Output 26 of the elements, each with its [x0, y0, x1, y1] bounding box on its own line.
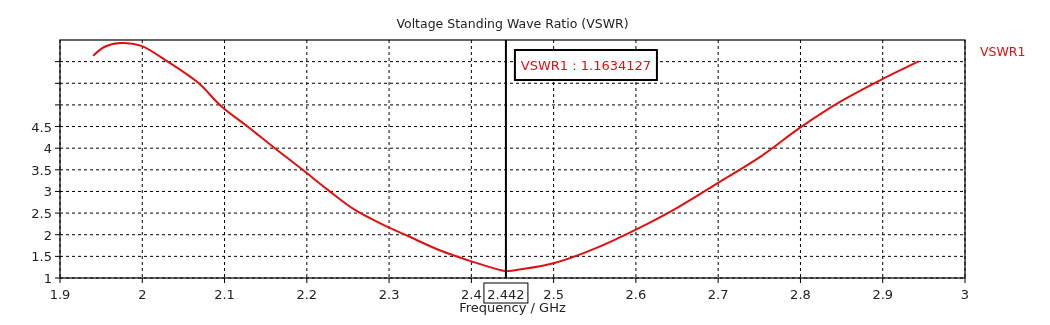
x-tick-label: 2.4 — [461, 287, 482, 302]
x-tick-label: 2 — [138, 287, 147, 302]
y-tick-label: 4.5 — [31, 119, 52, 135]
x-tick-label: 2.6 — [625, 287, 647, 302]
y-tick-label: 2.5 — [31, 206, 52, 222]
x-tick-label: 2.7 — [707, 287, 729, 302]
y-tick-label: 3 — [43, 184, 52, 200]
text: VSWR1 — [980, 44, 1026, 59]
y-tick-label: 1 — [43, 271, 52, 286]
x-axis-title: Frequency / GHz — [459, 300, 566, 315]
chart-title: Voltage Standing Wave Ratio (VSWR) — [396, 16, 629, 31]
x-tick-label: 2.8 — [790, 287, 811, 302]
y-tick-label: 1.5 — [31, 249, 52, 265]
x-tick-label: 3 — [960, 287, 970, 302]
ref-line-label: 2.442 — [487, 287, 525, 302]
line-series — [92, 42, 920, 273]
x-tick-label: 2.3 — [378, 287, 400, 302]
x-tick-label: 2.1 — [214, 287, 235, 302]
x-tick-label: 2.9 — [872, 287, 894, 302]
y-tick-label: 2 — [43, 227, 52, 243]
x-tick-label: 2.2 — [296, 287, 318, 302]
x-tick-label: 1.9 — [49, 287, 71, 302]
y-tick-label: 4 — [43, 141, 52, 157]
x-tick-label: 2.5 — [543, 287, 564, 302]
y-tick-label: 3.5 — [31, 162, 52, 178]
annotation: VSWR1 : 1.1634127 — [520, 58, 652, 73]
